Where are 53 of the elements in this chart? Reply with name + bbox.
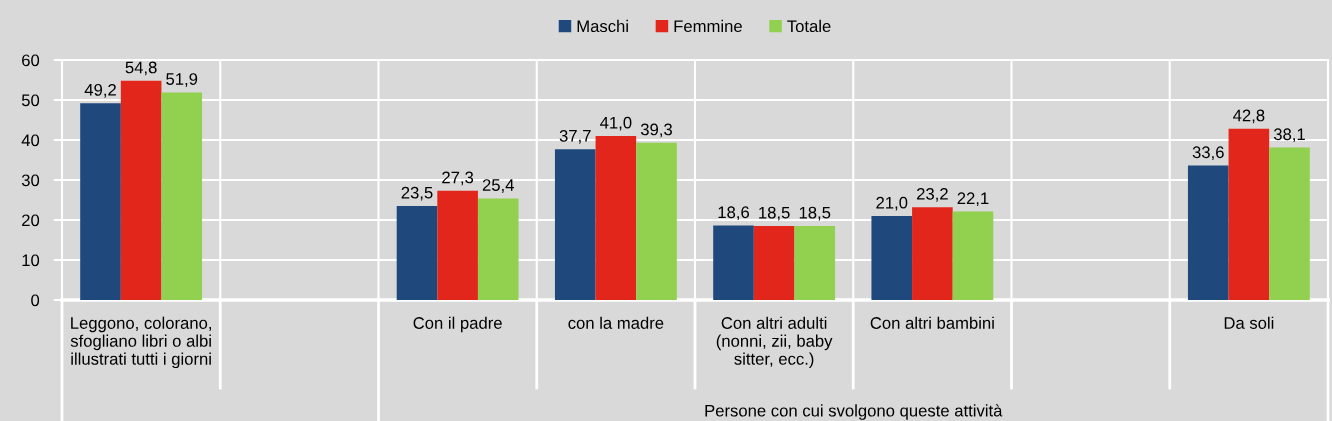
bar (636, 142, 677, 300)
bar (80, 103, 121, 300)
data-label: 23,5 (401, 186, 433, 201)
x-tick-label: Con il padre (413, 316, 502, 333)
bar (554, 149, 596, 300)
bar (120, 80, 162, 300)
data-label: 23,2 (917, 187, 948, 202)
text: Persone con cui svolgono queste attività (705, 404, 1003, 420)
bar (161, 92, 203, 300)
x-tick-label: con la madre (568, 316, 664, 329)
y-tick-label: 40 (21, 134, 40, 147)
data-label: 49,2 (84, 83, 116, 98)
bar (1228, 128, 1270, 300)
bar (794, 226, 836, 300)
data-label: 25,4 (482, 179, 514, 193)
legend-label: Maschi (577, 19, 628, 33)
y-tick-label: 50 (21, 94, 40, 107)
bar (1187, 165, 1229, 300)
data-label: 42,8 (1233, 109, 1265, 124)
data-label: 22,1 (957, 192, 989, 207)
bar (952, 211, 994, 300)
bar (1269, 147, 1310, 300)
data-label: 37,7 (559, 129, 591, 144)
x-tick-label: Con altri bambini (870, 316, 994, 329)
data-label: 21,0 (876, 196, 908, 211)
data-label: 54,8 (125, 61, 157, 76)
data-label: 51,9 (166, 73, 198, 87)
data-label: 38,1 (1273, 128, 1305, 143)
bar (396, 206, 438, 300)
bar (753, 226, 795, 300)
bar (595, 136, 637, 300)
data-label: 18,6 (718, 206, 749, 221)
x-tick-label: Da soli (1224, 316, 1274, 329)
y-tick-label: 0 (31, 294, 40, 307)
data-label: 18,5 (759, 206, 790, 221)
data-label: 33,6 (1192, 146, 1224, 161)
data-label: 41,0 (600, 116, 632, 131)
y-tick-label: 30 (21, 174, 40, 187)
y-tick-label: 20 (22, 214, 40, 227)
y-tick-label: 10 (22, 254, 40, 267)
legend-label: Femmine (674, 19, 742, 33)
x-tick-label: Leggono, colorano, sfogliano libri o albi illustrati tutti i giorni (70, 316, 211, 369)
legend-label: Totale (787, 19, 831, 33)
data-label: 39,3 (640, 123, 672, 138)
bar (912, 207, 953, 300)
data-label: 27,3 (442, 171, 474, 186)
data-label: 18,5 (799, 206, 831, 221)
y-tick-label: 60 (22, 54, 40, 67)
bar (871, 216, 913, 300)
x-tick-label: Con altri adulti (nonni, zii, baby sitter, ecc.) (716, 316, 833, 369)
bar (477, 198, 519, 300)
bar (713, 225, 754, 300)
bar (437, 190, 478, 300)
